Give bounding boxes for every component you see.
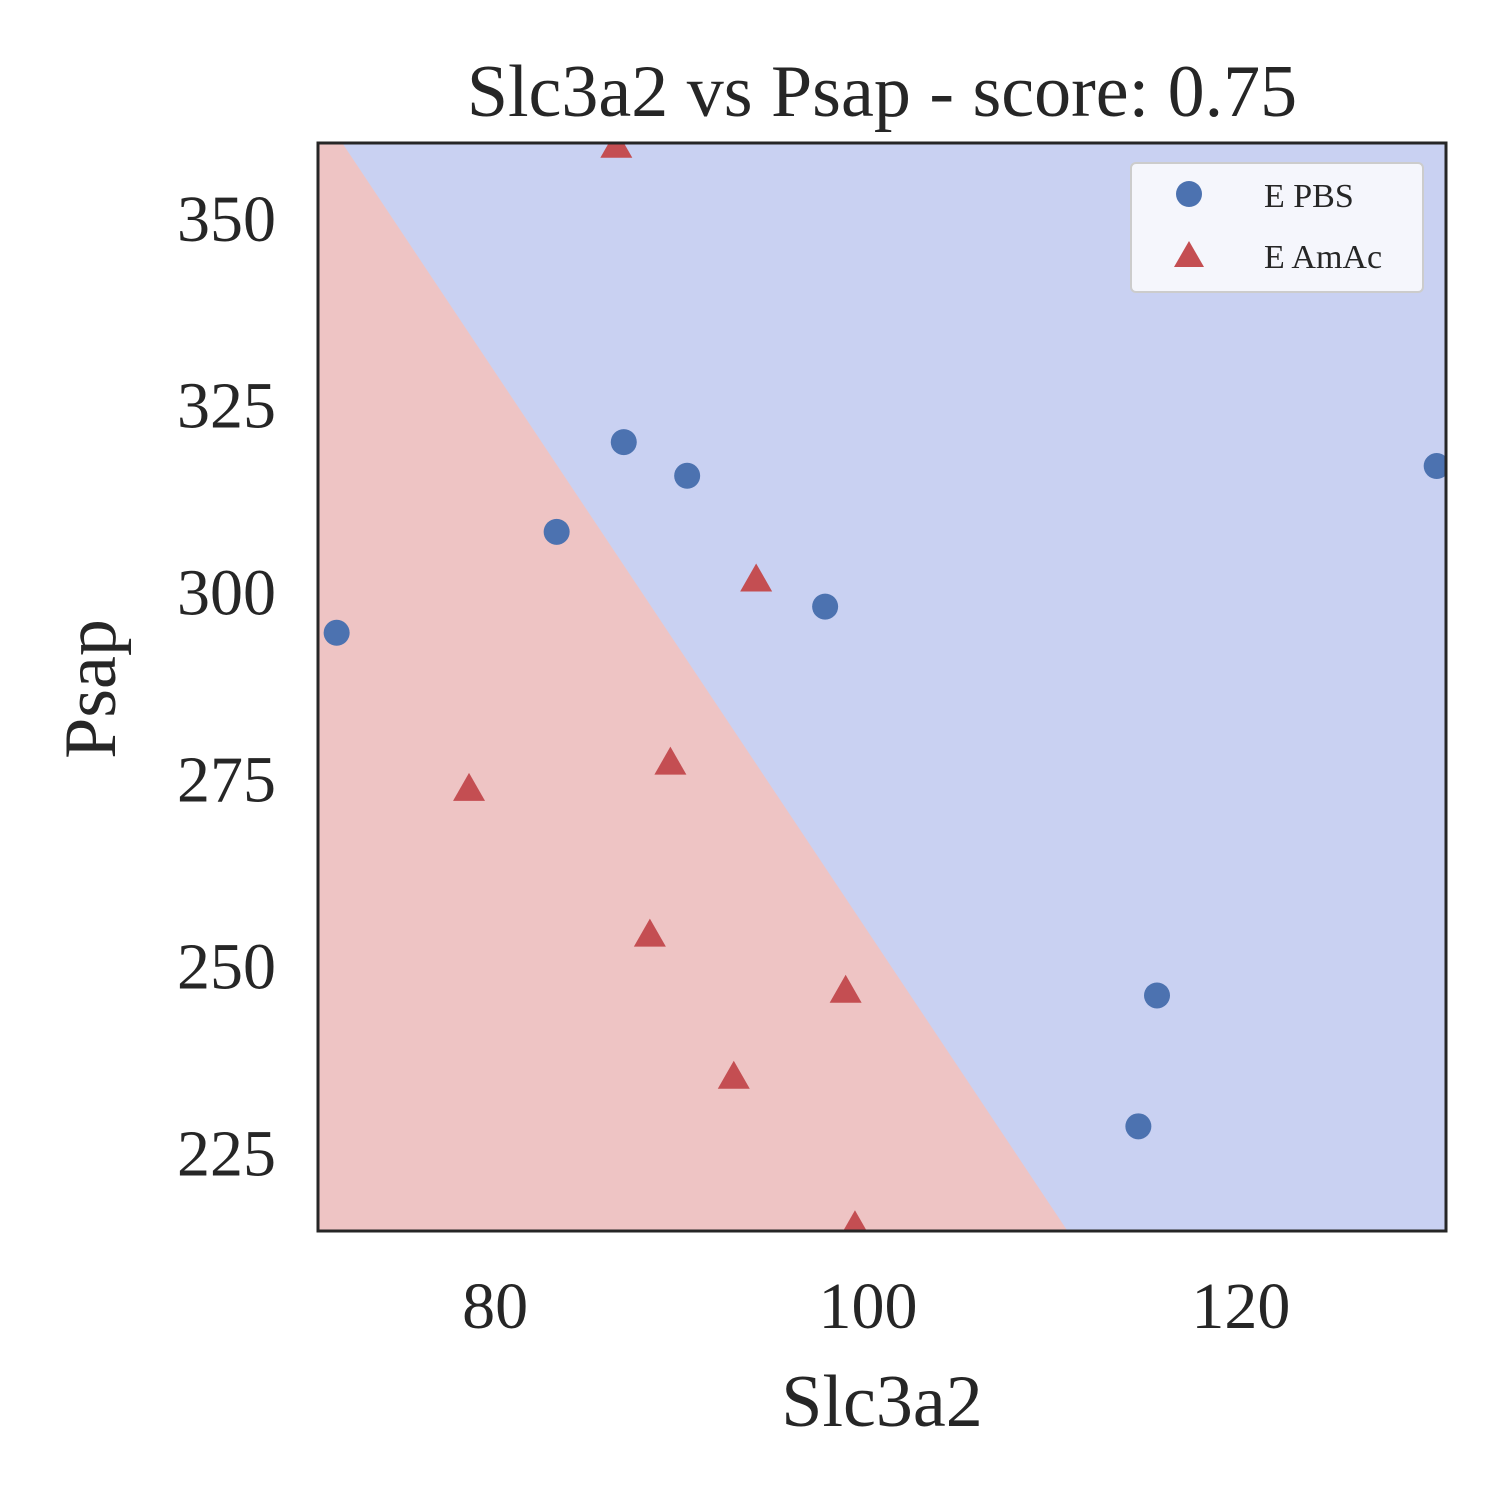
point-e-pbs [1423,453,1446,480]
x-tick-label: 120 [1191,1270,1290,1343]
y-tick-label: 275 [177,744,276,817]
legend-box [1130,162,1424,293]
y-tick-label: 350 [177,183,276,256]
y-tick-label: 325 [177,370,276,443]
y-tick-label: 250 [177,931,276,1004]
decision-regions [318,143,1446,1231]
y-tick-label: 225 [177,1117,276,1190]
point-e-pbs [323,619,350,646]
point-e-amac [740,563,773,592]
point-e-amac [829,974,862,1003]
x-tick-labels: 80 100 120 [462,1270,1290,1343]
point-e-amac [600,143,633,158]
point-e-pbs [1144,982,1171,1009]
y-axis-label: Psap [50,619,132,759]
point-e-amac [843,1210,867,1231]
point-e-amac [654,746,687,775]
data-points [323,143,1446,1231]
point-e-amac [633,918,666,947]
x-tick-label: 100 [819,1270,918,1343]
legend: E PBS E AmAc [1130,162,1424,293]
point-e-pbs [674,462,701,489]
point-e-pbs [543,518,570,545]
y-tick-label: 300 [177,557,276,630]
chart-title: Slc3a2 vs Psap - score: 0.75 [467,51,1297,133]
legend-label-e-amac: E AmAc [1264,239,1382,276]
legend-marker-e-amac [1174,241,1204,267]
point-e-pbs [610,429,637,456]
point-e-pbs [812,593,839,620]
point-e-amac [717,1060,750,1089]
legend-label-e-pbs: E PBS [1264,178,1354,215]
point-e-pbs [1125,1113,1152,1140]
x-axis-label: Slc3a2 [781,1361,982,1443]
x-tick-label: 80 [462,1270,528,1343]
plot-frame [316,141,1448,1233]
y-tick-labels: 225 250 275 300 325 350 [177,183,276,1191]
legend-marker-e-pbs [1176,181,1202,207]
region-e-amac [318,143,1068,1231]
point-e-amac [453,772,486,801]
